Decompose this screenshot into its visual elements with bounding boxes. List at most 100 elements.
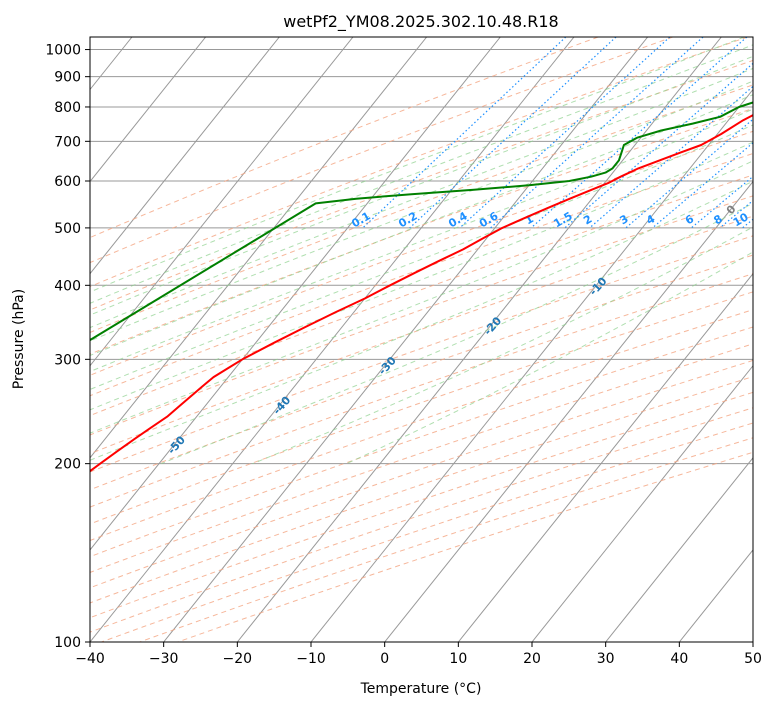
isotherm-line: [236, 37, 722, 642]
profiles: [90, 101, 753, 473]
mixing-ratio-line: [690, 175, 753, 229]
moist-adiabat: [90, 67, 753, 329]
x-axis-label: Temperature (°C): [360, 681, 482, 697]
isotherm-line: [90, 37, 280, 275]
y-tick-label: 800: [54, 100, 81, 116]
dry-adiabat: [90, 130, 753, 376]
y-tick-label: 100: [54, 635, 81, 651]
dry-adiabat: [90, 343, 753, 573]
mixing-ratio-value-label: 0.1: [349, 209, 372, 230]
dry-adiabat: [139, 437, 753, 642]
moist-adiabat: [90, 55, 753, 316]
isotherm-value-label: -50: [165, 433, 188, 457]
moist-adiabat: [90, 37, 745, 293]
mixing-ratio-value-label: 1.5: [551, 209, 574, 230]
x-tick-label: 20: [523, 651, 541, 667]
mixing-ratio-line: [530, 37, 748, 229]
y-axis-label: Pressure (hPa): [11, 289, 27, 389]
dry-adiabat: [90, 376, 753, 604]
dry-adiabat: [177, 451, 753, 642]
dewpoint-profile: [90, 101, 753, 342]
mixing-ratio-line: [719, 199, 753, 229]
mixing-ratio-value-label: 3: [618, 212, 631, 227]
dry-adiabat: [90, 215, 753, 455]
x-tick-label: 0: [380, 651, 389, 667]
isotherm-line: [0, 37, 58, 642]
y-tick-label: 700: [54, 134, 81, 150]
isotherm-line: [90, 37, 501, 551]
x-tick-label: −20: [223, 651, 253, 667]
dry-adiabat: [90, 174, 753, 417]
x-tick-label: −10: [296, 651, 326, 667]
x-tick-label: −40: [75, 651, 105, 667]
dry-adiabat: [90, 291, 753, 525]
x-tick-label: 50: [744, 651, 762, 667]
dry-adiabat: [90, 37, 673, 264]
mixing-ratio-value-label: 0.4: [446, 209, 470, 230]
isotherm-line: [678, 549, 753, 642]
mixing-ratio-line: [625, 118, 753, 229]
isotherm-value-label: -20: [481, 314, 504, 338]
mixing-ratio-value-label: 2: [581, 212, 594, 227]
y-axis: 100 200 300 400 500 600 700 800 900 1000: [45, 43, 90, 651]
dry-adiabat: [90, 309, 753, 542]
isotherm-line: [457, 272, 753, 642]
mixing-ratio-value-label: 13: [758, 210, 775, 229]
moist-adiabat: [90, 141, 753, 411]
isotherm-line: [605, 457, 753, 642]
x-tick-label: −30: [149, 651, 179, 667]
dry-adiabat: [90, 153, 753, 397]
isotherm-value-label: -60: [60, 473, 83, 497]
isotherm-line: [163, 37, 649, 642]
isotherm-line: [310, 88, 753, 642]
isotherm-line: [90, 37, 207, 183]
y-tick-label: 200: [54, 457, 81, 473]
mixing-ratio-line: [409, 37, 617, 229]
isotherm-line: [531, 364, 753, 642]
moist-adiabat: [90, 44, 753, 304]
isotherm-line: [752, 641, 753, 642]
mixing-ratio-line: [770, 37, 775, 228]
isotherm-value-label: -10: [587, 274, 610, 298]
x-axis: −40 −30 −20 −10 0 10 20 30 40 50: [75, 642, 762, 667]
dry-adiabat: [90, 407, 753, 633]
mixing-ratio-line: [564, 62, 753, 229]
y-tick-label: 1000: [45, 43, 81, 59]
mixing-ratio-line: [742, 218, 753, 229]
dry-adiabat: [90, 326, 753, 558]
y-tick-label: 300: [54, 352, 81, 368]
chart-title: wetPf2_YM08.2025.302.10.48.R18: [283, 12, 558, 32]
mixing-ratio-line: [490, 37, 704, 229]
mixing-ratio-value-label: 6: [683, 212, 696, 227]
line-labels: -100-90-80-70-60-50-40-30-20-100.10.20.4…: [60, 202, 775, 497]
background-lines: [0, 37, 775, 642]
y-tick-label: 500: [54, 221, 81, 237]
moist-adiabat: [90, 94, 753, 357]
y-tick-label: 900: [54, 70, 81, 86]
dry-adiabat: [90, 235, 753, 473]
mixing-ratio-value-label: 4: [644, 212, 657, 227]
dry-adiabat: [90, 37, 599, 239]
x-tick-label: 30: [597, 651, 615, 667]
moist-adiabat: [90, 108, 753, 373]
isotherm-line: [90, 37, 575, 642]
isotherm-line: [90, 37, 428, 459]
x-tick-label: 10: [449, 651, 467, 667]
x-tick-label: 40: [670, 651, 688, 667]
isotherm-line: [384, 180, 753, 642]
isotherm-line: [90, 37, 354, 367]
dry-adiabat: [90, 37, 748, 288]
y-tick-label: 400: [54, 278, 81, 294]
y-tick-label: 600: [54, 174, 81, 190]
temperature-profile: [90, 113, 753, 473]
mixing-ratio-line: [589, 85, 753, 229]
mixing-ratio-line: [459, 37, 671, 229]
mixing-ratio-line: [362, 37, 567, 229]
mixing-ratio-line: [652, 142, 753, 229]
moist-adiabat: [90, 124, 753, 390]
plot-frame: [89, 36, 754, 643]
moist-adiabat: [90, 80, 753, 342]
moist-adiabat: [160, 202, 753, 465]
dry-adiabat: [90, 254, 753, 491]
